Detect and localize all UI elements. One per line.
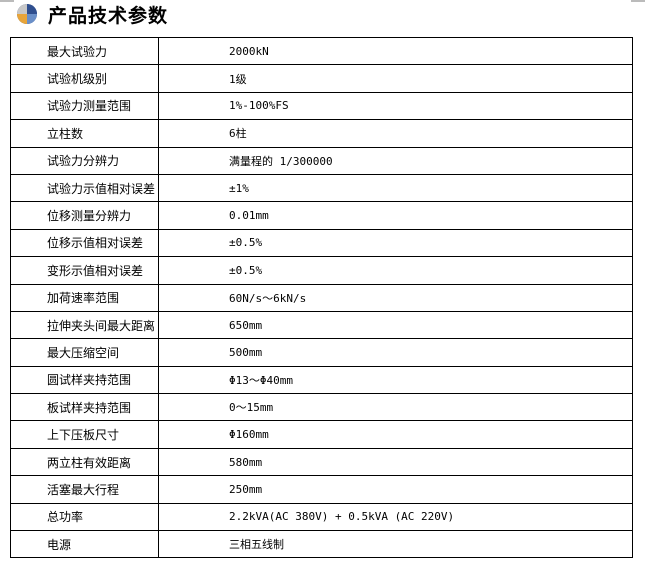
spec-label: 位移测量分辨力 (10, 201, 159, 230)
table-row: 试验力示值相对误差 ±1% (10, 173, 633, 203)
table-row: 位移示值相对误差 ±0.5% (10, 228, 633, 258)
section-header: 产品技术参数 (16, 2, 169, 27)
spec-value: Φ13～Φ40mm (158, 365, 633, 395)
spec-value: ±1% (158, 173, 633, 203)
table-row: 总功率 2.2kVA(AC 380V) + 0.5kVA (AC 220V) (10, 502, 633, 532)
spec-value: 0～15mm (158, 393, 633, 422)
table-row: 加荷速率范围 60N/s～6kN/s (10, 283, 633, 312)
spec-label: 上下压板尺寸 (10, 420, 159, 449)
spec-value: 250mm (158, 475, 633, 504)
table-row: 试验力分辨力 满量程的 1/300000 (10, 146, 633, 175)
spec-label: 变形示值相对误差 (10, 256, 159, 285)
spec-value: 2.2kVA(AC 380V) + 0.5kVA (AC 220V) (158, 502, 633, 532)
spec-value: ±0.5% (158, 256, 633, 285)
spec-value: 6柱 (158, 119, 633, 148)
spec-label: 圆试样夹持范围 (10, 365, 159, 395)
table-row: 板试样夹持范围 0～15mm (10, 393, 633, 422)
page-title: 产品技术参数 (48, 4, 169, 27)
spec-value: Φ160mm (158, 420, 633, 449)
spec-label: 最大试验力 (10, 36, 159, 66)
spec-value: 500mm (158, 338, 633, 367)
table-row: 最大压缩空间 500mm (10, 338, 633, 367)
spec-label: 试验力分辨力 (10, 146, 159, 175)
spec-value: 0.01mm (158, 201, 633, 230)
spec-label: 加荷速率范围 (10, 283, 159, 312)
spec-value: ±0.5% (158, 228, 633, 258)
table-row: 拉伸夹头间最大距离 650mm (10, 310, 633, 340)
spec-value: 650mm (158, 310, 633, 340)
table-row: 试验机级别 1级 (10, 64, 633, 93)
spec-value: 满量程的 1/300000 (158, 146, 633, 175)
spec-label: 电源 (10, 530, 159, 559)
spec-label: 两立柱有效距离 (10, 447, 159, 477)
table-row: 上下压板尺寸 Φ160mm (10, 420, 633, 449)
corner-decoration-left (0, 0, 14, 2)
table-row: 试验力测量范围 1%-100%FS (10, 91, 633, 121)
spec-label: 最大压缩空间 (10, 338, 159, 367)
spec-value: 1%-100%FS (158, 91, 633, 121)
table-row: 电源 三相五线制 (10, 530, 633, 559)
spec-label: 活塞最大行程 (10, 475, 159, 504)
table-row: 立柱数 6柱 (10, 119, 633, 148)
table-row: 两立柱有效距离 580mm (10, 447, 633, 477)
table-row: 位移测量分辨力 0.01mm (10, 201, 633, 230)
table-row: 圆试样夹持范围 Φ13～Φ40mm (10, 365, 633, 395)
spec-label: 试验机级别 (10, 64, 159, 93)
spec-value: 580mm (158, 447, 633, 477)
spec-label: 总功率 (10, 502, 159, 532)
spec-value: 2000kN (158, 36, 633, 66)
spec-value: 三相五线制 (158, 530, 633, 559)
spec-label: 试验力示值相对误差 (10, 173, 159, 203)
spec-value: 60N/s～6kN/s (158, 283, 633, 312)
table-row: 活塞最大行程 250mm (10, 475, 633, 504)
spec-label: 试验力测量范围 (10, 91, 159, 121)
spec-label: 拉伸夹头间最大距离 (10, 310, 159, 340)
spec-table: 最大试验力 2000kN 试验机级别 1级 试验力测量范围 1%-100%FS 立柱数 6柱试… (10, 36, 633, 559)
table-row: 变形示值相对误差 ±0.5% (10, 256, 633, 285)
quadrant-circle-icon (17, 4, 37, 24)
spec-label: 位移示值相对误差 (10, 228, 159, 258)
spec-label: 板试样夹持范围 (10, 393, 159, 422)
spec-value: 1级 (158, 64, 633, 93)
corner-decoration-right (631, 0, 645, 2)
spec-label: 立柱数 (10, 119, 159, 148)
table-row: 最大试验力 2000kN (10, 36, 633, 66)
